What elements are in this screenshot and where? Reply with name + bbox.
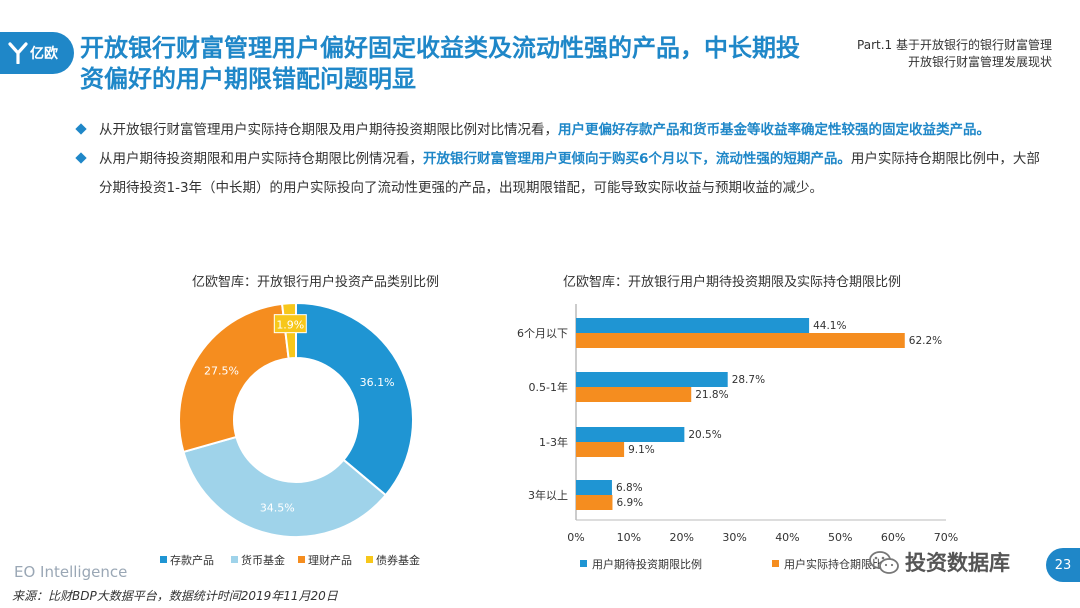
bar-2-4	[576, 495, 613, 510]
bullet-1-highlight: 用户更偏好存款产品和货币基金等收益率确定性较强的固定收益类产品。	[558, 122, 990, 138]
donut-legend-swatch-4	[366, 556, 373, 563]
bar-value-label-1-1: 44.1%	[813, 320, 846, 332]
bullet-2-text: 从用户期待投资期限和用户实际持仓期限比例情况看，	[99, 151, 423, 167]
donut-label-2: 34.5%	[260, 502, 295, 515]
logo-y-icon	[8, 42, 28, 64]
bar-category-label-4: 3年以上	[528, 488, 568, 502]
bar-value-label-2-3: 9.1%	[628, 444, 655, 456]
bar-legend-label-1: 用户期待投资期限比例	[592, 557, 702, 571]
watermark-text: 投资数据库	[905, 551, 1010, 575]
part-line-1: Part.1 基于开放银行的银行财富管理	[857, 38, 1052, 52]
bar-value-label-1-4: 6.8%	[616, 482, 643, 494]
donut-legend-label-2: 货币基金	[241, 553, 285, 567]
bar-x-tick-8: 70%	[934, 531, 958, 544]
bar-1-3	[576, 427, 685, 442]
bar-chart-title: 亿欧智库：开放银行用户期待投资期限及实际持仓期限比例	[563, 275, 902, 290]
bullet-list: 从开放银行财富管理用户实际持仓期限及用户期待投资期限比例对比情况看，用户更偏好存…	[75, 116, 1050, 203]
bullet-item-2: 从用户期待投资期限和用户实际持仓期限比例情况看，开放银行财富管理用户更倾向于购买…	[75, 145, 1050, 203]
bar-x-tick-5: 40%	[775, 531, 799, 544]
page-number: 23	[1046, 548, 1080, 582]
donut-label-1: 36.1%	[360, 376, 395, 389]
bar-2-3	[576, 442, 625, 457]
donut-legend-label-3: 理财产品	[308, 553, 352, 567]
bar-legend-label-2: 用户实际持仓期限比例	[784, 557, 894, 571]
bar-value-label-1-2: 28.7%	[732, 374, 765, 386]
diamond-bullet-icon	[75, 152, 87, 164]
part-header: Part.1 基于开放银行的银行财富管理 开放银行财富管理发展现状	[792, 37, 1052, 71]
diamond-bullet-icon	[75, 123, 87, 135]
footer-brand: EO Intelligence	[14, 563, 128, 581]
bar-1-4	[576, 480, 612, 495]
wechat-icon	[869, 551, 899, 574]
donut-slice-3	[178, 302, 290, 454]
bar-category-label-1: 6个月以下	[517, 327, 568, 340]
bar-category-label-2: 0.5-1年	[529, 380, 568, 394]
donut-chart-title: 亿欧智库：开放银行用户投资产品类别比例	[192, 275, 440, 290]
bullet-2-text-rest: 用户实际持仓期限比例中，大部分期待投资1-3年（中长期）的用户实际投向了流动性更…	[99, 151, 1040, 196]
donut-label-bg-4	[273, 314, 307, 334]
logo-text: 亿欧	[30, 46, 58, 62]
donut-legend-swatch-2	[231, 556, 238, 563]
bullet-1-text: 从开放银行财富管理用户实际持仓期限及用户期待投资期限比例对比情况看，	[99, 122, 558, 138]
bar-x-tick-4: 30%	[722, 531, 746, 544]
bullet-2-highlight: 开放银行财富管理用户更倾向于购买6个月以下，流动性强的短期产品。	[423, 151, 851, 167]
source-note: 来源：比财BDP大数据平台，数据统计时间2019年11月20日	[12, 589, 338, 603]
bar-x-tick-2: 10%	[617, 531, 641, 544]
donut-legend-label-1: 存款产品	[170, 553, 214, 567]
yiou-logo: 亿欧	[0, 32, 74, 74]
bar-1-1	[576, 318, 810, 333]
bar-category-label-3: 1-3年	[539, 435, 568, 449]
donut-slice-1	[295, 301, 414, 497]
bar-value-label-2-2: 21.8%	[695, 389, 728, 401]
donut-slice-2	[182, 435, 388, 538]
donut-legend-label-4: 债券基金	[376, 553, 420, 567]
donut-chart: 36.1% 34.5% 27.5% 1.9% 存款产品 货币基金 理财产品 债券基金	[160, 301, 420, 567]
bar-x-tick-1: 0%	[567, 531, 584, 544]
bar-value-label-2-4: 6.9%	[616, 497, 643, 509]
part-line-2: 开放银行财富管理发展现状	[907, 55, 1052, 69]
bar-x-tick-6: 50%	[828, 531, 852, 544]
bar-value-label-2-1: 62.2%	[909, 335, 942, 347]
bullet-item-1: 从开放银行财富管理用户实际持仓期限及用户期待投资期限比例对比情况看，用户更偏好存…	[75, 116, 1050, 145]
bar-2-1	[576, 333, 905, 348]
bar-x-tick-7: 60%	[881, 531, 905, 544]
donut-legend-swatch-3	[298, 556, 305, 563]
donut-label-3: 27.5%	[204, 364, 239, 377]
bar-legend-swatch-1	[580, 560, 587, 567]
donut-legend-swatch-1	[160, 556, 167, 563]
bar-x-tick-3: 20%	[669, 531, 693, 544]
bar-legend-swatch-2	[772, 560, 779, 567]
page-title: 开放银行财富管理用户偏好固定收益类及流动性强的产品，中长期投资偏好的用户期限错配…	[80, 34, 800, 93]
donut-label-4: 1.9%	[276, 319, 304, 332]
bar-1-2	[576, 372, 728, 387]
bar-chart: 6个月以下 44.1% 62.2% 0.5-1年 28.7% 21.8% 1-3年 20.5%…	[517, 304, 958, 571]
bar-value-label-1-3: 20.5%	[688, 429, 721, 441]
bar-2-2	[576, 387, 692, 402]
